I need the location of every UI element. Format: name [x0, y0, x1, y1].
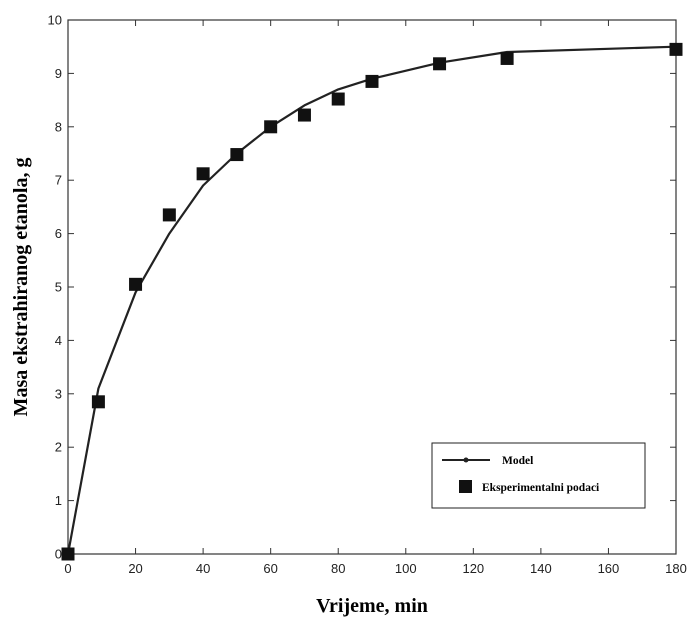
- y-axis-title: Masa ekstrahiranog etanola, g: [10, 158, 32, 417]
- x-tick-label: 80: [331, 561, 345, 576]
- x-tick-label: 120: [462, 561, 484, 576]
- data-point: [669, 42, 683, 56]
- x-tick-label: 60: [263, 561, 277, 576]
- y-tick-label: 2: [55, 440, 62, 455]
- x-tick-label: 0: [64, 561, 71, 576]
- legend-model-label: Model: [502, 455, 533, 467]
- legend-experimental-label: Eksperimentalni podaci: [482, 482, 600, 494]
- legend-model-point-icon: [463, 457, 469, 463]
- data-point: [230, 148, 244, 162]
- axis-ticks: 0 20 40 60 80 100 120 140 160 180 0 1 2 3 4 5 6 7 8 9 10: [48, 13, 687, 577]
- data-point: [162, 208, 176, 222]
- data-point: [500, 51, 514, 65]
- legend-box: [431, 442, 646, 509]
- y-tick-label: 0: [55, 547, 62, 562]
- legend-square-marker-icon: [459, 480, 472, 493]
- data-point: [331, 92, 345, 106]
- y-tick-label: 6: [55, 226, 62, 241]
- data-point: [264, 120, 278, 134]
- y-tick-label: 10: [48, 13, 62, 28]
- x-tick-label: 40: [196, 561, 210, 576]
- x-tick-label: 20: [128, 561, 142, 576]
- y-tick-label: 4: [55, 333, 62, 348]
- data-point: [297, 108, 311, 122]
- y-tick-label: 8: [55, 119, 62, 134]
- x-axis-title: Vrijeme, min: [316, 595, 428, 617]
- y-tick-label: 9: [55, 66, 62, 81]
- y-tick-label: 7: [55, 173, 62, 188]
- x-tick-label: 100: [395, 561, 417, 576]
- data-point: [91, 395, 105, 409]
- y-tick-label: 3: [55, 386, 62, 401]
- y-tick-label: 5: [55, 280, 62, 295]
- legend: Model Eksperimentalni podaci: [431, 442, 646, 509]
- y-tick-label: 1: [55, 493, 62, 508]
- data-point: [433, 57, 447, 71]
- experimental-series: [61, 42, 683, 561]
- x-tick-label: 180: [665, 561, 687, 576]
- data-point: [129, 277, 143, 291]
- x-tick-label: 160: [598, 561, 620, 576]
- x-tick-label: 140: [530, 561, 552, 576]
- data-point: [61, 547, 75, 561]
- data-point: [196, 167, 210, 181]
- data-point: [365, 74, 379, 88]
